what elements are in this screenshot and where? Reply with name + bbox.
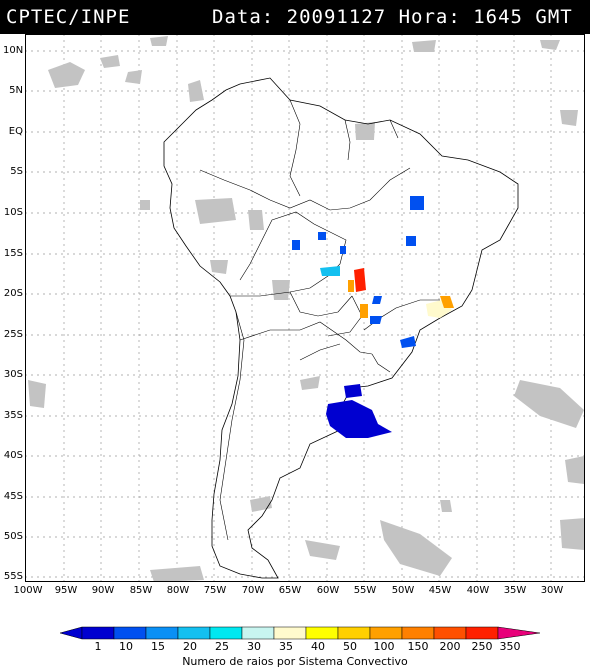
country-borders — [199, 99, 440, 541]
map-header: CPTEC/INPE Data: 20091127 Hora: 1645 GMT — [0, 0, 590, 34]
cloud-cover — [28, 36, 585, 582]
lon-label: 40W — [466, 585, 490, 596]
lon-label: 75W — [203, 585, 227, 596]
lon-label: 35W — [503, 585, 527, 596]
lat-label: 40S — [3, 450, 23, 461]
convective-systems — [292, 196, 454, 438]
colorbar-tick: 200 — [439, 640, 461, 653]
colorbar-tick: 1 — [94, 640, 102, 653]
colorbar-tick: 20 — [183, 640, 197, 653]
source-label: CPTEC/INPE — [6, 6, 131, 28]
lon-label: 70W — [241, 585, 265, 596]
colorbar-tick: 30 — [247, 640, 261, 653]
lat-label: 30S — [3, 369, 23, 380]
lon-label: 90W — [91, 585, 115, 596]
coastline — [163, 77, 519, 579]
lon-label: 80W — [166, 585, 190, 596]
colorbar-tick: 150 — [407, 640, 429, 653]
colorbar-tick: 10 — [119, 640, 133, 653]
lat-label: 15S — [3, 248, 23, 259]
datetime-label: Data: 20091127 Hora: 1645 GMT — [212, 6, 573, 28]
lat-label: 25S — [3, 329, 23, 340]
lat-label: 5S — [10, 166, 23, 177]
lon-label: 50W — [391, 585, 415, 596]
lat-label: 45S — [3, 491, 23, 502]
map-frame — [25, 34, 585, 582]
colorbar-tick: 250 — [471, 640, 493, 653]
lon-label: 30W — [540, 585, 564, 596]
colorbar-caption: Numero de raios por Sistema Convectivo — [182, 655, 408, 668]
lat-label: 55S — [3, 571, 23, 582]
lat-label: 10S — [3, 207, 23, 218]
colorbar-tick: 40 — [311, 640, 325, 653]
lon-label: 60W — [316, 585, 340, 596]
lat-label: 20S — [3, 288, 23, 299]
lon-label: 55W — [353, 585, 377, 596]
colorbar-tick: 350 — [499, 640, 521, 653]
lat-label: 10N — [3, 45, 24, 56]
lon-label: 85W — [129, 585, 153, 596]
colorbar-tick: 35 — [279, 640, 293, 653]
colorbar-tick: 25 — [215, 640, 229, 653]
colorbar-tick: 100 — [373, 640, 395, 653]
colorbar-tick: 50 — [343, 640, 357, 653]
lon-label: 65W — [278, 585, 302, 596]
lat-label: EQ — [8, 126, 23, 137]
lat-label: 35S — [3, 410, 23, 421]
colorbar-tick: 15 — [151, 640, 165, 653]
lon-label: 100W — [13, 585, 43, 596]
lon-label: 95W — [54, 585, 78, 596]
lat-label: 50S — [3, 531, 23, 542]
colorbar — [59, 626, 541, 640]
lon-label: 45W — [428, 585, 452, 596]
lat-label: 5N — [9, 85, 23, 96]
